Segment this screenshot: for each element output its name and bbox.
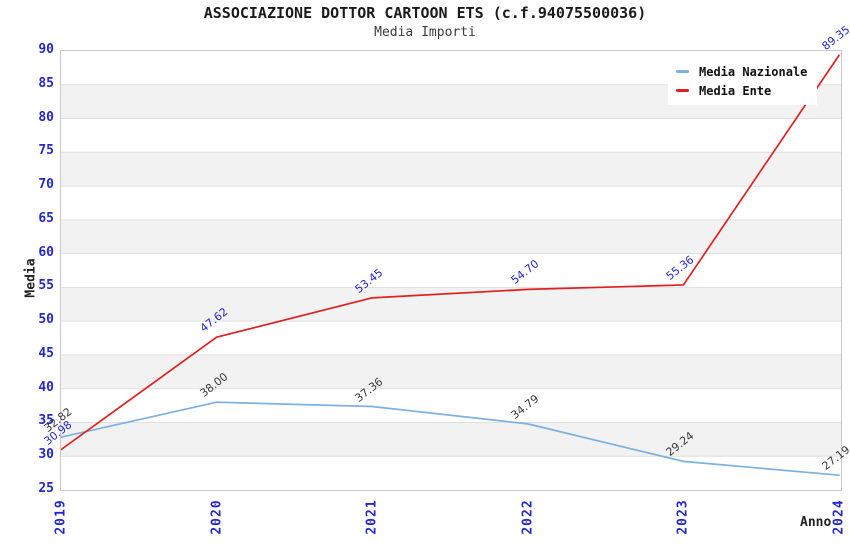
plot-band: [61, 354, 841, 389]
x-tick-label: 2020: [209, 499, 225, 535]
plot-band: [61, 321, 841, 355]
plot-band: [61, 253, 841, 288]
y-tick-label: 50: [38, 312, 54, 328]
y-tick-label: 90: [38, 42, 54, 57]
y-tick-label: 65: [38, 210, 54, 226]
y-tick-label: 80: [38, 109, 54, 125]
legend-item-media-ente: Media Ente: [676, 81, 807, 100]
chart-title: ASSOCIAZIONE DOTTOR CARTOON ETS (c.f.940…: [203, 4, 647, 22]
chart-subtitle: Media Importi: [374, 25, 476, 40]
plot-band: [61, 152, 841, 187]
y-tick-label: 60: [38, 244, 54, 260]
legend-label-media-ente: Media Ente: [699, 83, 772, 98]
y-tick-label: 70: [38, 177, 54, 193]
y-tick-label: 30: [38, 447, 54, 463]
y-tick-label: 35: [38, 413, 54, 429]
x-tick-label: 2022: [520, 499, 536, 535]
plot-area: [60, 50, 842, 491]
plot-band: [61, 422, 841, 457]
y-tick-label: 25: [38, 481, 54, 496]
x-tick-label: 2023: [675, 499, 691, 535]
legend-swatch-media-ente-icon: [676, 89, 689, 92]
series-line-media-nazionale: [61, 401, 840, 477]
y-tick-label: 55: [38, 278, 54, 294]
legend-swatch-media-nazionale-icon: [676, 70, 689, 73]
x-tick-label: 2021: [364, 499, 380, 535]
plot-band: [61, 219, 841, 254]
y-tick-label: 40: [38, 379, 54, 395]
plot-band: [61, 456, 841, 490]
plot-band: [61, 388, 841, 423]
y-tick-label: 75: [38, 143, 54, 159]
chart-svg: [61, 51, 841, 490]
legend-label-media-nazionale: Media Nazionale: [699, 64, 808, 79]
x-axis-title: Anno: [800, 515, 832, 530]
legend: Media Nazionale Media Ente: [668, 58, 818, 105]
plot-band: [61, 287, 841, 322]
x-tick-label: 2019: [53, 499, 69, 535]
series-line-media-ente: [61, 54, 840, 451]
y-tick-label: 45: [38, 345, 54, 361]
x-tick-label: 2024: [831, 499, 847, 535]
plot-band: [61, 118, 841, 153]
legend-item-media-nazionale: Media Nazionale: [676, 62, 807, 81]
y-tick-label: 85: [38, 75, 54, 91]
plot-band: [61, 186, 841, 220]
